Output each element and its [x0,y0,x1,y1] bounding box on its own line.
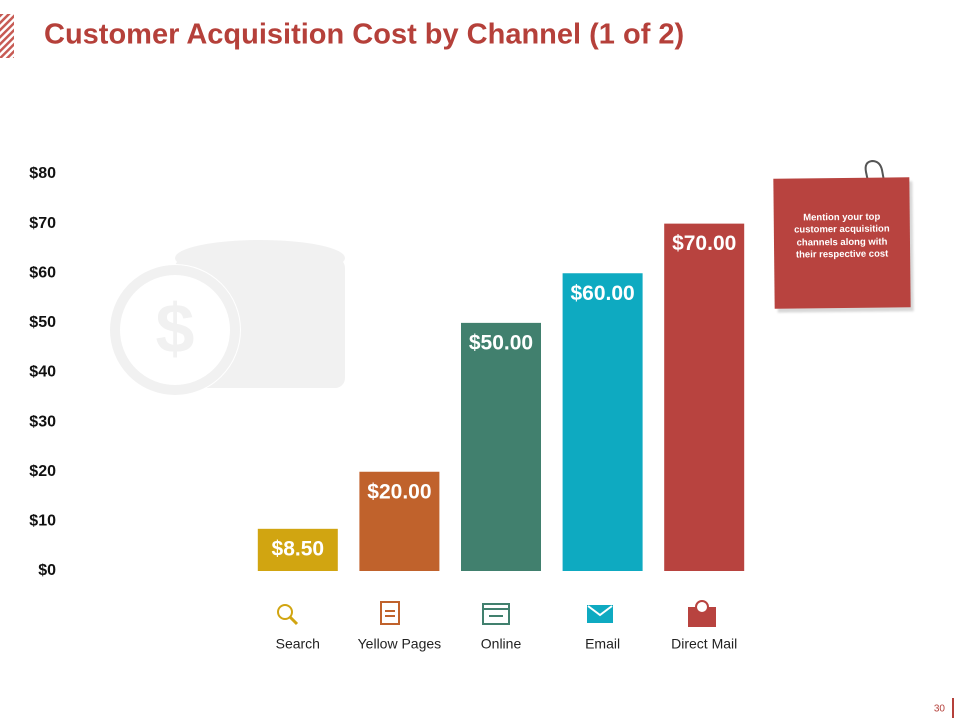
note: Mention your top customer acquisition ch… [773,177,911,309]
x-tick-label: Direct Mail [671,636,737,652]
x-tick-label: Search [276,636,320,652]
bar [562,273,643,571]
chart-title: Customer Acquisition Cost by Channel (1 … [44,19,684,51]
data-label: $20.00 [367,480,431,503]
bar [664,223,745,571]
bar [461,322,541,571]
x-tick-label: Yellow Pages [358,636,442,652]
data-label: $60.00 [570,282,634,305]
data-label: $8.50 [272,537,325,560]
y-tick-label: $50 [29,314,56,331]
coins-decoration: $ [109,240,345,396]
data-label: $70.00 [672,232,736,255]
page-number: 30 [934,704,946,715]
y-tick-label: $60 [29,264,56,281]
bar [359,471,440,571]
y-tick-label: $20 [29,463,56,480]
svg-text:$: $ [156,289,195,367]
bar [257,528,338,571]
x-tick-label: Email [585,636,620,652]
y-tick-label: $0 [38,562,56,579]
title-decoration [0,14,14,58]
paperclip [864,159,887,201]
y-tick-label: $10 [29,513,56,530]
y-tick-label: $30 [29,413,56,430]
y-tick-label: $70 [29,215,56,232]
channel-icons [277,600,716,627]
y-tick-label: $80 [29,165,56,182]
y-tick-label: $40 [29,364,56,381]
data-label: $50.00 [469,331,533,354]
x-tick-label: Online [481,636,522,652]
